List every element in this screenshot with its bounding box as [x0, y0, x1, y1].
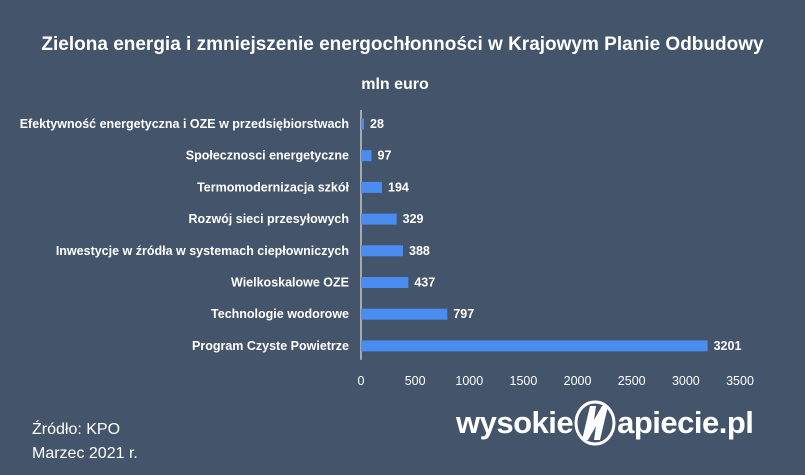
category-label: Technologie wodorowe	[211, 307, 349, 321]
bar	[361, 118, 365, 130]
bar	[361, 213, 397, 225]
x-tick-label: 0	[358, 374, 365, 388]
value-label: 28	[370, 117, 384, 131]
value-label: 437	[414, 276, 435, 290]
lightning-logo-icon	[574, 400, 616, 446]
bar	[361, 308, 448, 320]
chart-title: Zielona energia i zmniejszenie energochł…	[41, 34, 764, 55]
x-tick-label: 1500	[510, 374, 538, 388]
category-label: Program Czyste Powietrze	[192, 339, 349, 353]
date-line: Marzec 2021 r.	[32, 445, 138, 462]
logo-text-right: apiecie.pl	[617, 405, 754, 440]
x-tick-label: 1000	[455, 374, 483, 388]
category-label: Rozwój sieci przesyłowych	[189, 212, 349, 226]
bar	[361, 245, 404, 257]
bar	[361, 340, 708, 352]
logo-text-left: wysokie	[456, 405, 574, 440]
category-label: Termomodernizacja szkół	[197, 180, 349, 194]
x-tick-label: 3500	[726, 374, 754, 388]
source-note: Źródło: KPO Marzec 2021 r.	[32, 418, 138, 466]
x-tick-label: 3000	[672, 374, 700, 388]
value-label: 194	[388, 180, 409, 194]
value-label: 3201	[714, 339, 742, 353]
logo: wysokie apiecie.pl	[456, 398, 754, 448]
source-line: Źródło: KPO	[32, 421, 121, 438]
bar	[361, 150, 372, 162]
value-label: 797	[453, 307, 474, 321]
unit-label: mln euro	[361, 76, 429, 93]
category-label: Inwestycje w źródła w systemach ciepłown…	[56, 244, 349, 258]
value-label: 329	[403, 212, 424, 226]
bar	[361, 181, 383, 193]
value-label: 388	[409, 244, 430, 258]
category-label: Efektywność energetyczna i OZE w przedsi…	[20, 117, 349, 131]
category-label: Społecznosci energetyczne	[186, 149, 349, 163]
x-tick-label: 2500	[618, 374, 646, 388]
x-tick-label: 500	[405, 374, 426, 388]
x-tick-label: 2000	[564, 374, 592, 388]
category-label: Wielkoskalowe OZE	[231, 276, 349, 290]
bar-chart: Efektywność energetyczna i OZE w przedsi…	[20, 110, 754, 388]
bar	[361, 277, 409, 288]
value-label: 97	[378, 149, 392, 163]
